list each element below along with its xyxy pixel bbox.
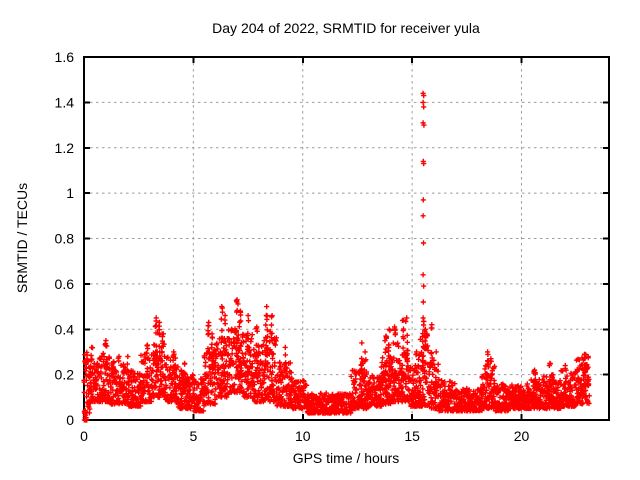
chart-title: Day 204 of 2022, SRMTID for receiver yul… xyxy=(212,20,480,36)
y-tick-label: 1.2 xyxy=(55,140,75,156)
y-tick-label: 1 xyxy=(66,185,74,201)
y-tick-label: 0.4 xyxy=(55,321,75,337)
y-tick-label: 1.4 xyxy=(55,94,75,110)
x-tick-label: 20 xyxy=(514,428,530,444)
x-tick-label: 10 xyxy=(295,428,311,444)
y-tick-label: 0.6 xyxy=(55,276,75,292)
y-tick-label: 0 xyxy=(66,412,74,428)
y-tick-label: 0.2 xyxy=(55,367,75,383)
gridlines xyxy=(84,57,609,420)
tick-labels: 0 5 10 15 20 0 0.2 0.4 0.6 0.8 1 1.2 1.4 1.6 xyxy=(55,49,530,444)
x-axis-label: GPS time / hours xyxy=(293,450,400,466)
scatter-points xyxy=(81,90,592,423)
y-tick-label: 1.6 xyxy=(55,49,75,65)
x-tick-label: 5 xyxy=(189,428,197,444)
plot-border xyxy=(83,56,610,421)
x-tick-label: 15 xyxy=(404,428,420,444)
y-tick-label: 0.8 xyxy=(55,231,75,247)
y-axis-label: SRMTID / TECUs xyxy=(14,183,30,293)
x-tick-label: 0 xyxy=(80,428,88,444)
